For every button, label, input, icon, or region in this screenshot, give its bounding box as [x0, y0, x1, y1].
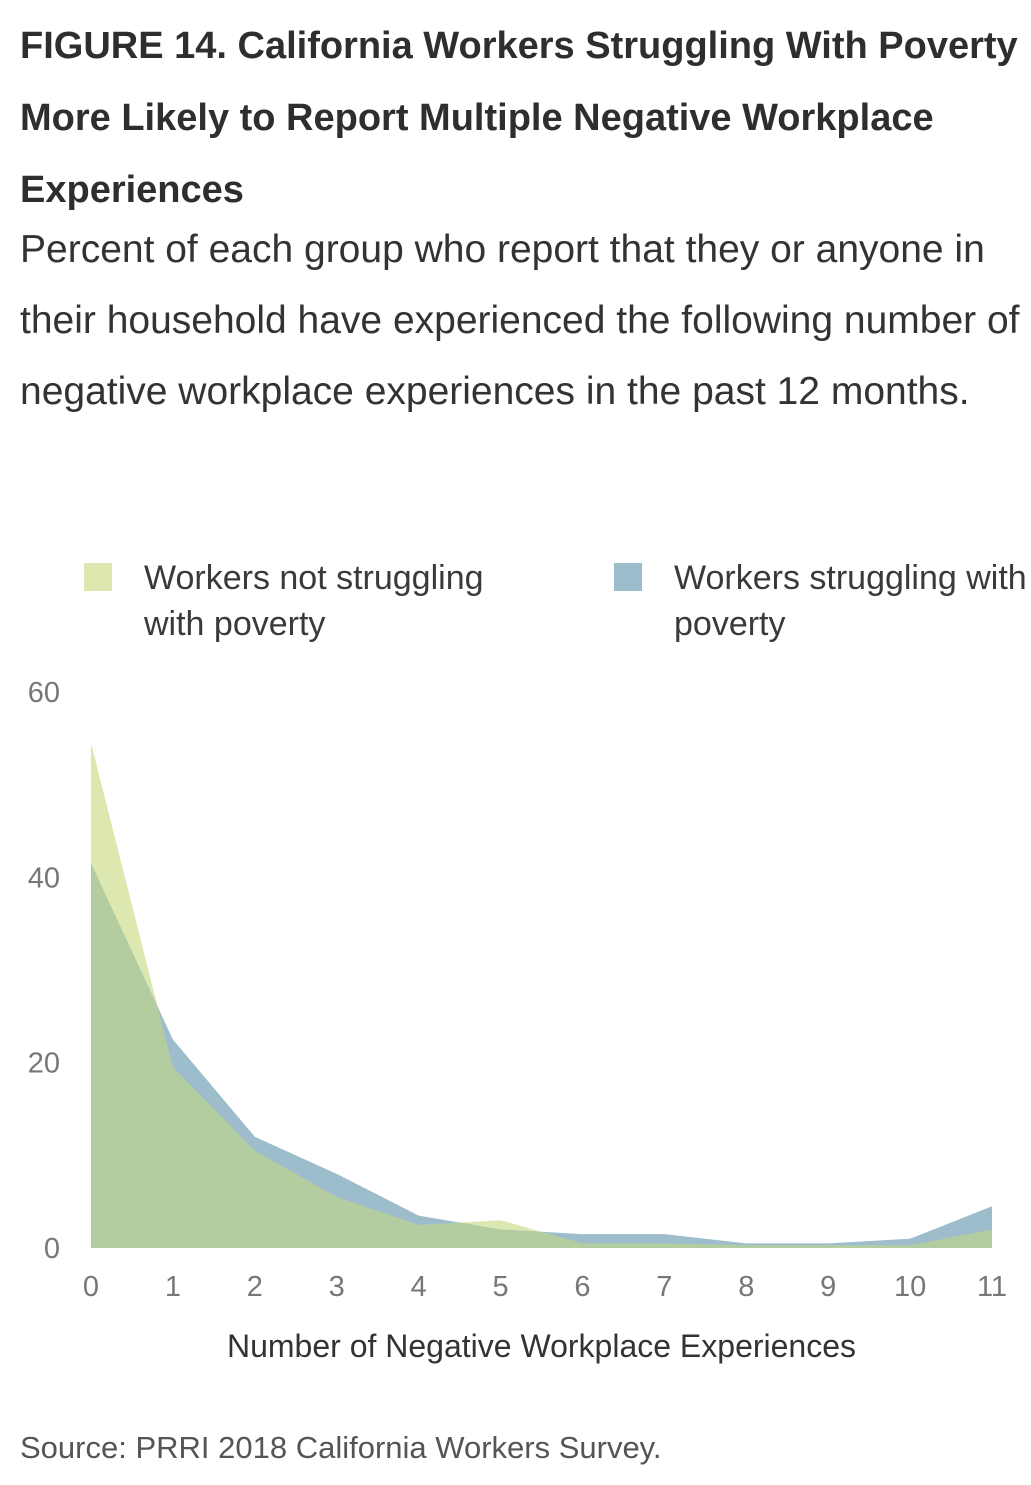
- y-tick-label: 60: [28, 677, 60, 709]
- x-tick-label: 6: [574, 1271, 590, 1303]
- x-axis-ticks: 0 1 2 3 4 5 6 7 8 9 10 11: [83, 1271, 1007, 1303]
- plot-area: [91, 742, 992, 1248]
- legend-item-struggling: Workers struggling with poverty: [614, 555, 1031, 647]
- legend-label-not-struggling: Workers not struggling with poverty: [144, 559, 484, 643]
- x-tick-label: 2: [247, 1271, 263, 1303]
- legend-swatch-not-struggling: [84, 563, 112, 591]
- x-axis-title: Number of Negative Workplace Experiences: [227, 1328, 856, 1364]
- x-tick-label: 9: [820, 1271, 836, 1303]
- y-tick-label: 40: [28, 862, 60, 894]
- x-tick-label: 7: [656, 1271, 672, 1303]
- series-overlap-area: [91, 863, 992, 1248]
- x-tick-label: 1: [165, 1271, 181, 1303]
- x-tick-label: 5: [492, 1271, 508, 1303]
- y-axis-ticks: 0 20 40 60: [28, 677, 60, 1265]
- area-chart: 0 20 40 60 0 1 2 3 4 5 6 7 8 9 10 11 Number of Negativ…: [28, 677, 1007, 1364]
- figure-subtitle: Percent of each group who report that th…: [20, 228, 1020, 413]
- x-tick-label: 0: [83, 1271, 99, 1303]
- legend-label-struggling: Workers struggling with poverty: [674, 559, 1027, 643]
- y-tick-label: 0: [44, 1233, 60, 1265]
- source-note: Source: PRRI 2018 California Workers Sur…: [20, 1430, 662, 1465]
- x-tick-label: 3: [329, 1271, 345, 1303]
- x-tick-label: 10: [894, 1271, 926, 1303]
- x-tick-label: 11: [977, 1271, 1007, 1303]
- legend-item-not-struggling: Workers not struggling with poverty: [84, 555, 504, 647]
- legend-swatch-struggling: [614, 563, 642, 591]
- x-tick-label: 4: [411, 1271, 427, 1303]
- y-tick-label: 20: [28, 1048, 60, 1080]
- figure-title: FIGURE 14. California Workers Struggling…: [20, 25, 1018, 211]
- x-tick-label: 8: [738, 1271, 754, 1303]
